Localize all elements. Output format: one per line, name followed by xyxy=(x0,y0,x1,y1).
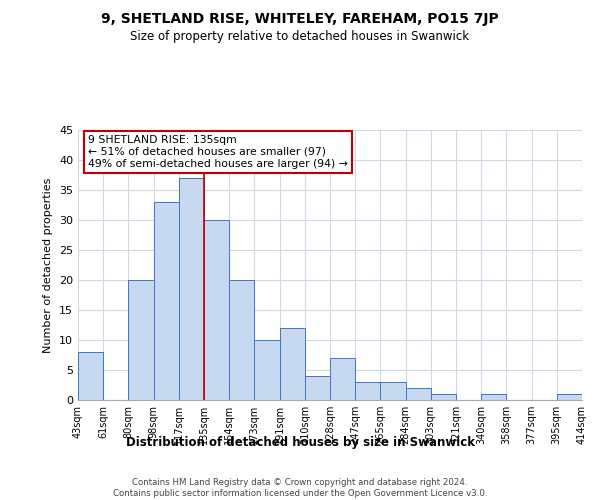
Bar xyxy=(330,358,355,400)
Text: Size of property relative to detached houses in Swanwick: Size of property relative to detached ho… xyxy=(130,30,470,43)
Bar xyxy=(380,382,406,400)
Text: 9 SHETLAND RISE: 135sqm
← 51% of detached houses are smaller (97)
49% of semi-de: 9 SHETLAND RISE: 135sqm ← 51% of detache… xyxy=(88,136,348,168)
Bar xyxy=(280,328,305,400)
Bar xyxy=(557,394,582,400)
Bar xyxy=(179,178,204,400)
Bar xyxy=(254,340,280,400)
Text: Distribution of detached houses by size in Swanwick: Distribution of detached houses by size … xyxy=(125,436,475,449)
Bar xyxy=(204,220,229,400)
Bar xyxy=(431,394,456,400)
Bar xyxy=(406,388,431,400)
Bar xyxy=(78,352,103,400)
Bar xyxy=(154,202,179,400)
Bar xyxy=(355,382,380,400)
Bar xyxy=(481,394,506,400)
Text: 9, SHETLAND RISE, WHITELEY, FAREHAM, PO15 7JP: 9, SHETLAND RISE, WHITELEY, FAREHAM, PO1… xyxy=(101,12,499,26)
Y-axis label: Number of detached properties: Number of detached properties xyxy=(43,178,53,352)
Bar xyxy=(128,280,154,400)
Bar xyxy=(305,376,330,400)
Text: Contains HM Land Registry data © Crown copyright and database right 2024.
Contai: Contains HM Land Registry data © Crown c… xyxy=(113,478,487,498)
Bar xyxy=(229,280,254,400)
